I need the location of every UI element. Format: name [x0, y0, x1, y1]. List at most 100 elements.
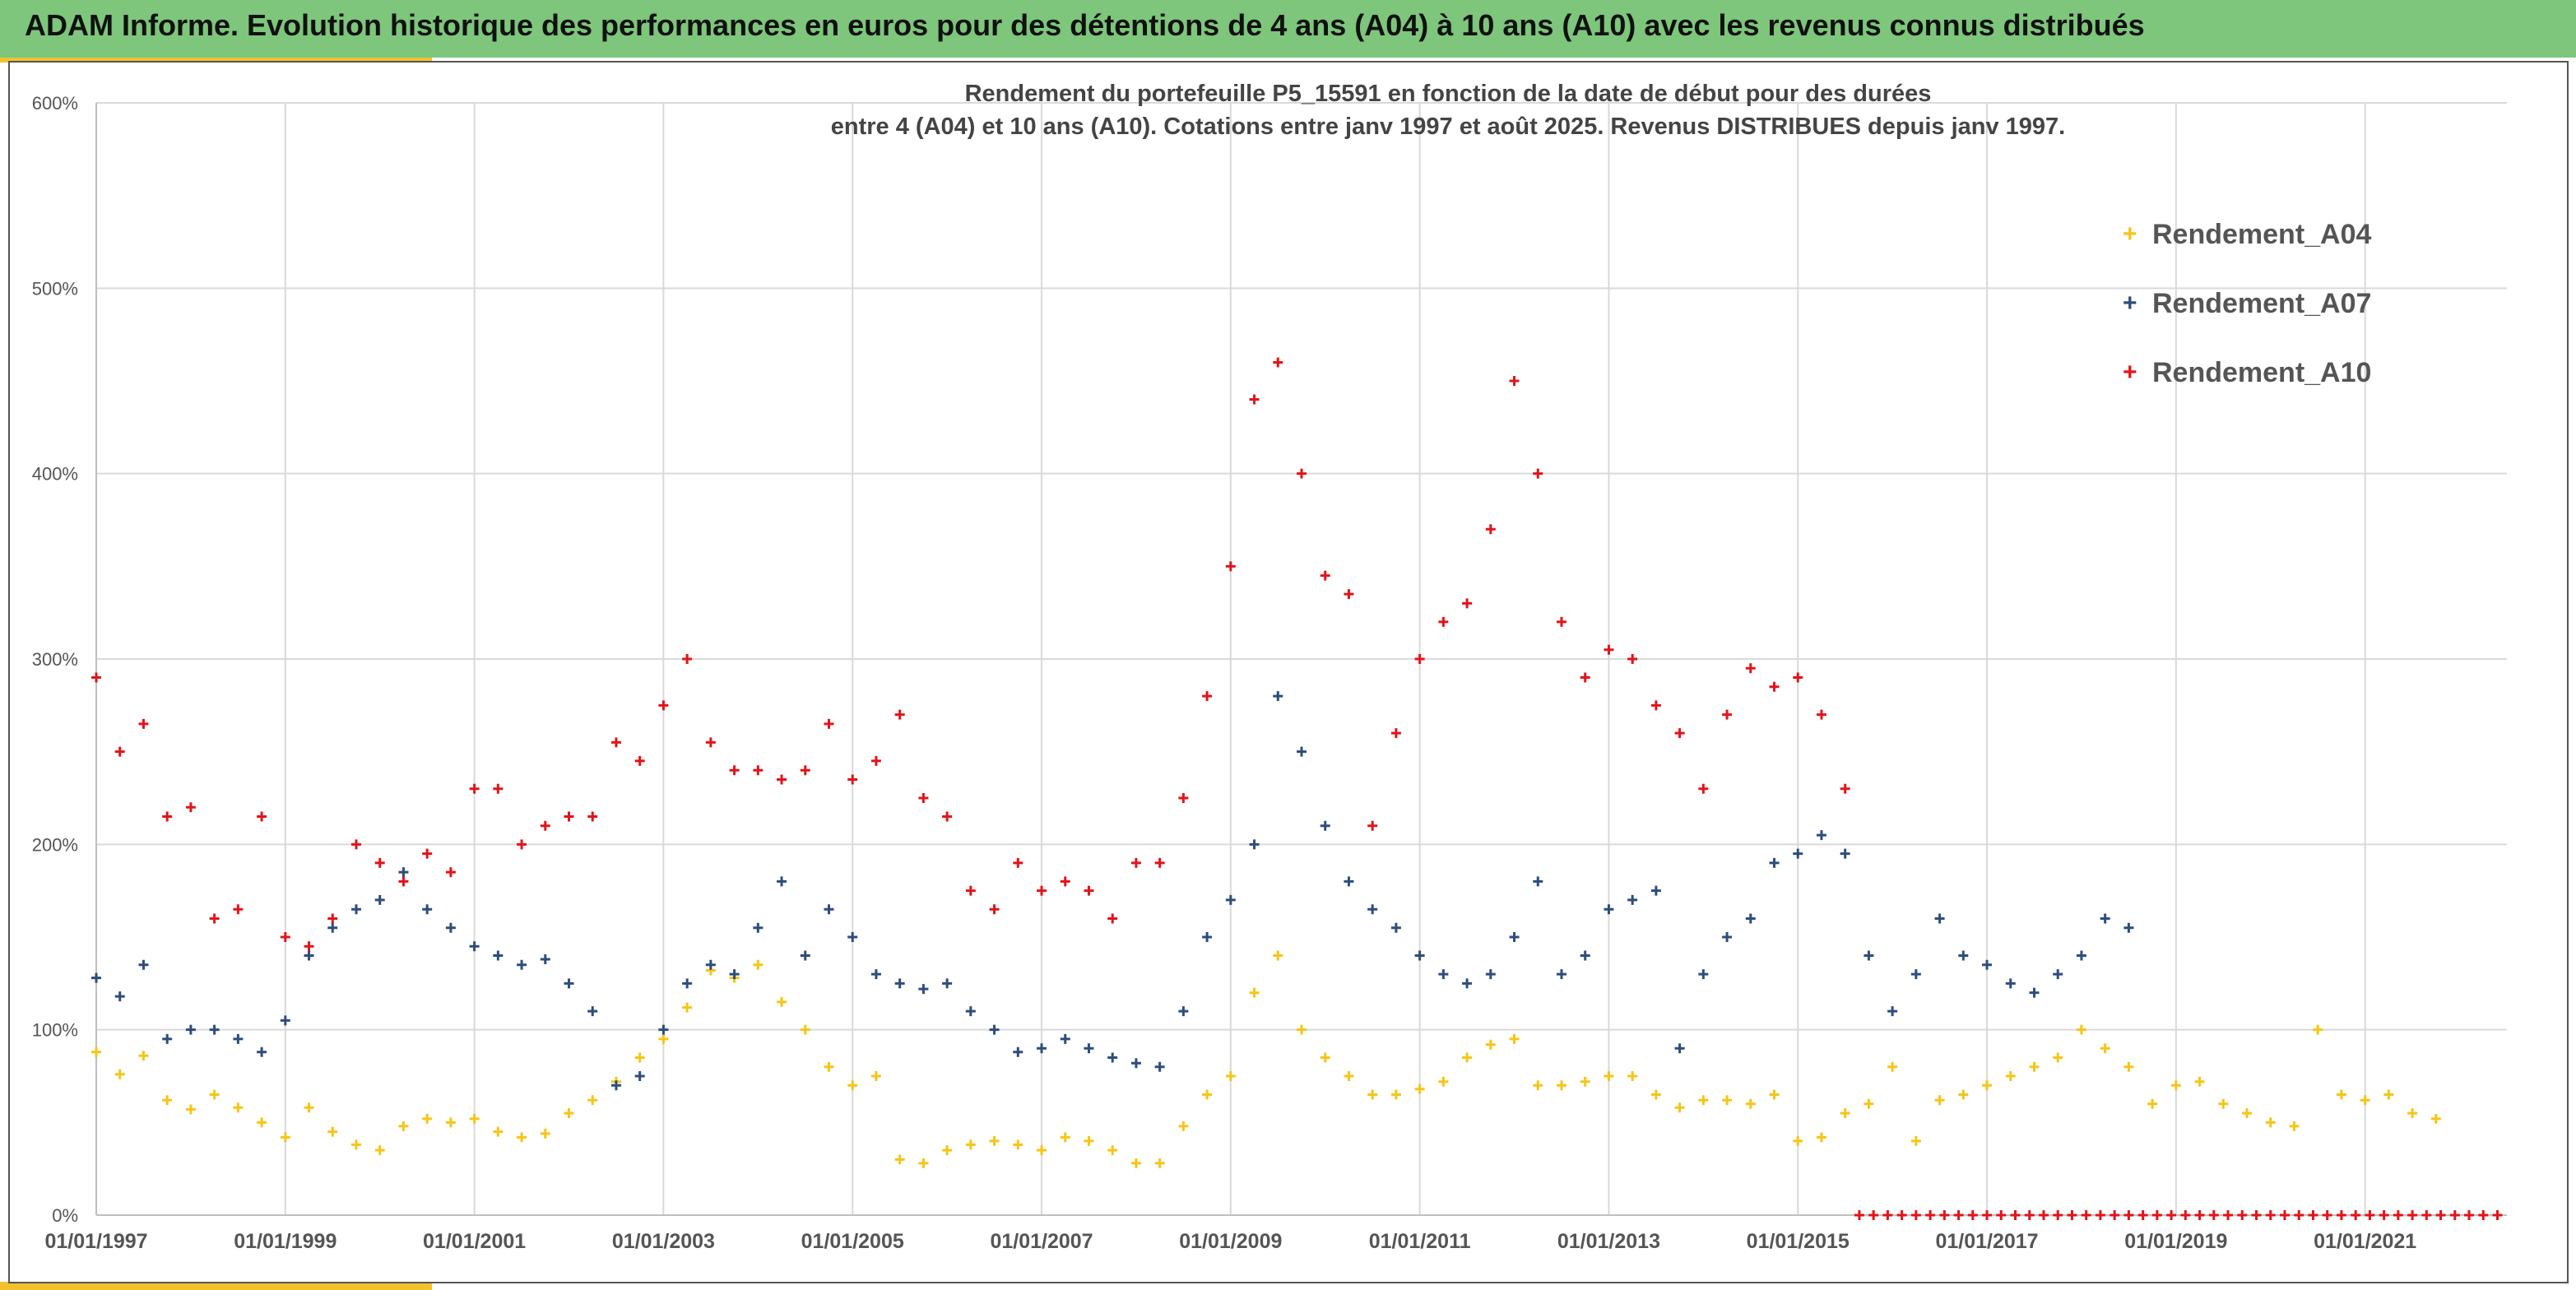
data-point [1793, 1135, 1803, 1146]
data-point [185, 1024, 196, 1035]
data-point [2053, 969, 2063, 980]
data-point [1698, 969, 1709, 980]
data-point [1297, 746, 1307, 757]
data-point [1887, 1006, 1898, 1017]
data-point [2194, 1210, 2205, 1220]
data-point [2336, 1210, 2346, 1220]
x-tick-label: 01/01/2005 [801, 1230, 904, 1253]
data-point [1910, 1210, 1921, 1220]
data-point [2421, 1210, 2432, 1220]
data-point [658, 700, 669, 711]
data-point [1178, 1006, 1189, 1017]
data-point [233, 1033, 244, 1044]
data-point [327, 922, 338, 933]
data-point [374, 1145, 385, 1156]
data-point [1107, 1052, 1118, 1063]
data-point [1533, 1080, 1543, 1091]
data-point [1604, 644, 1614, 655]
data-point [1934, 1095, 1945, 1106]
data-point [753, 959, 764, 970]
data-point [1154, 1061, 1165, 1072]
data-point [445, 867, 456, 878]
x-tick-label: 01/01/2011 [1369, 1230, 1471, 1253]
data-point [777, 996, 787, 1007]
data-point [965, 885, 976, 896]
data-point [2322, 1210, 2332, 1220]
series-rendement_a04 [91, 950, 2441, 1168]
data-point [350, 839, 361, 850]
x-tick-label: 01/01/1999 [234, 1230, 337, 1253]
data-point [1154, 1158, 1165, 1168]
data-point [2308, 1210, 2318, 1220]
data-point [1414, 1084, 1425, 1094]
data-point [2038, 1210, 2049, 1220]
data-point [894, 978, 905, 989]
data-point [1650, 885, 1661, 896]
data-point [1107, 1145, 1118, 1156]
data-point [2110, 1210, 2120, 1220]
data-point [1745, 1098, 1756, 1109]
data-point [1769, 681, 1780, 692]
data-point [304, 941, 314, 952]
data-point [1130, 1158, 1141, 1168]
y-tick-label: 300% [32, 649, 78, 670]
data-point [2076, 950, 2086, 961]
data-point [870, 755, 881, 766]
data-point [2289, 1121, 2300, 1131]
data-point [1462, 1052, 1473, 1063]
data-point [989, 904, 1000, 915]
series-rendement_a10 [91, 357, 1850, 952]
data-point [1344, 876, 1354, 887]
data-point [374, 857, 385, 868]
data-point [2407, 1210, 2418, 1220]
data-point [398, 876, 409, 887]
data-point [1953, 1210, 1964, 1220]
x-tick-label: 01/01/1997 [44, 1230, 147, 1253]
data-point [1273, 950, 1283, 961]
data-point [469, 941, 480, 952]
data-point [304, 1102, 314, 1113]
data-point [1344, 1071, 1354, 1081]
legend-label-a10: Rendement_A10 [2152, 357, 2372, 388]
data-point [1037, 1145, 1047, 1156]
data-point [1438, 969, 1449, 980]
data-point [918, 1158, 929, 1168]
data-point [2365, 1210, 2375, 1220]
data-point [1816, 830, 1826, 841]
data-point [2170, 1080, 2181, 1091]
data-point [634, 1071, 645, 1081]
data-point [422, 848, 433, 859]
data-point [469, 1113, 480, 1124]
data-point [824, 718, 834, 729]
data-point [587, 1006, 598, 1017]
x-tick-label: 01/01/2021 [2314, 1230, 2416, 1253]
data-point [1674, 728, 1685, 739]
data-point [398, 867, 409, 878]
data-point [162, 1033, 173, 1044]
data-point [540, 954, 550, 965]
data-point [114, 1069, 125, 1079]
data-point [162, 1095, 173, 1106]
legend-label-a04: Rendement_A04 [2152, 219, 2372, 250]
data-point [422, 904, 433, 915]
data-point [1013, 1139, 1023, 1150]
data-point [1414, 654, 1425, 664]
data-point [918, 793, 929, 803]
data-point [1533, 876, 1543, 887]
data-point [2237, 1210, 2248, 1220]
data-point [1896, 1210, 1907, 1220]
data-point [1627, 894, 1638, 905]
data-point [1509, 1033, 1520, 1044]
data-point [445, 922, 456, 933]
data-point [2208, 1210, 2219, 1220]
data-point [870, 969, 881, 980]
data-point [2265, 1117, 2276, 1128]
data-point [2407, 1108, 2418, 1119]
data-point [2194, 1076, 2205, 1087]
data-point [1320, 570, 1330, 581]
data-point [2076, 1024, 2086, 1035]
data-point [2180, 1210, 2191, 1220]
data-point [1580, 1076, 1590, 1087]
data-point [1674, 1102, 1685, 1113]
x-tick-label: 01/01/2001 [423, 1230, 526, 1253]
